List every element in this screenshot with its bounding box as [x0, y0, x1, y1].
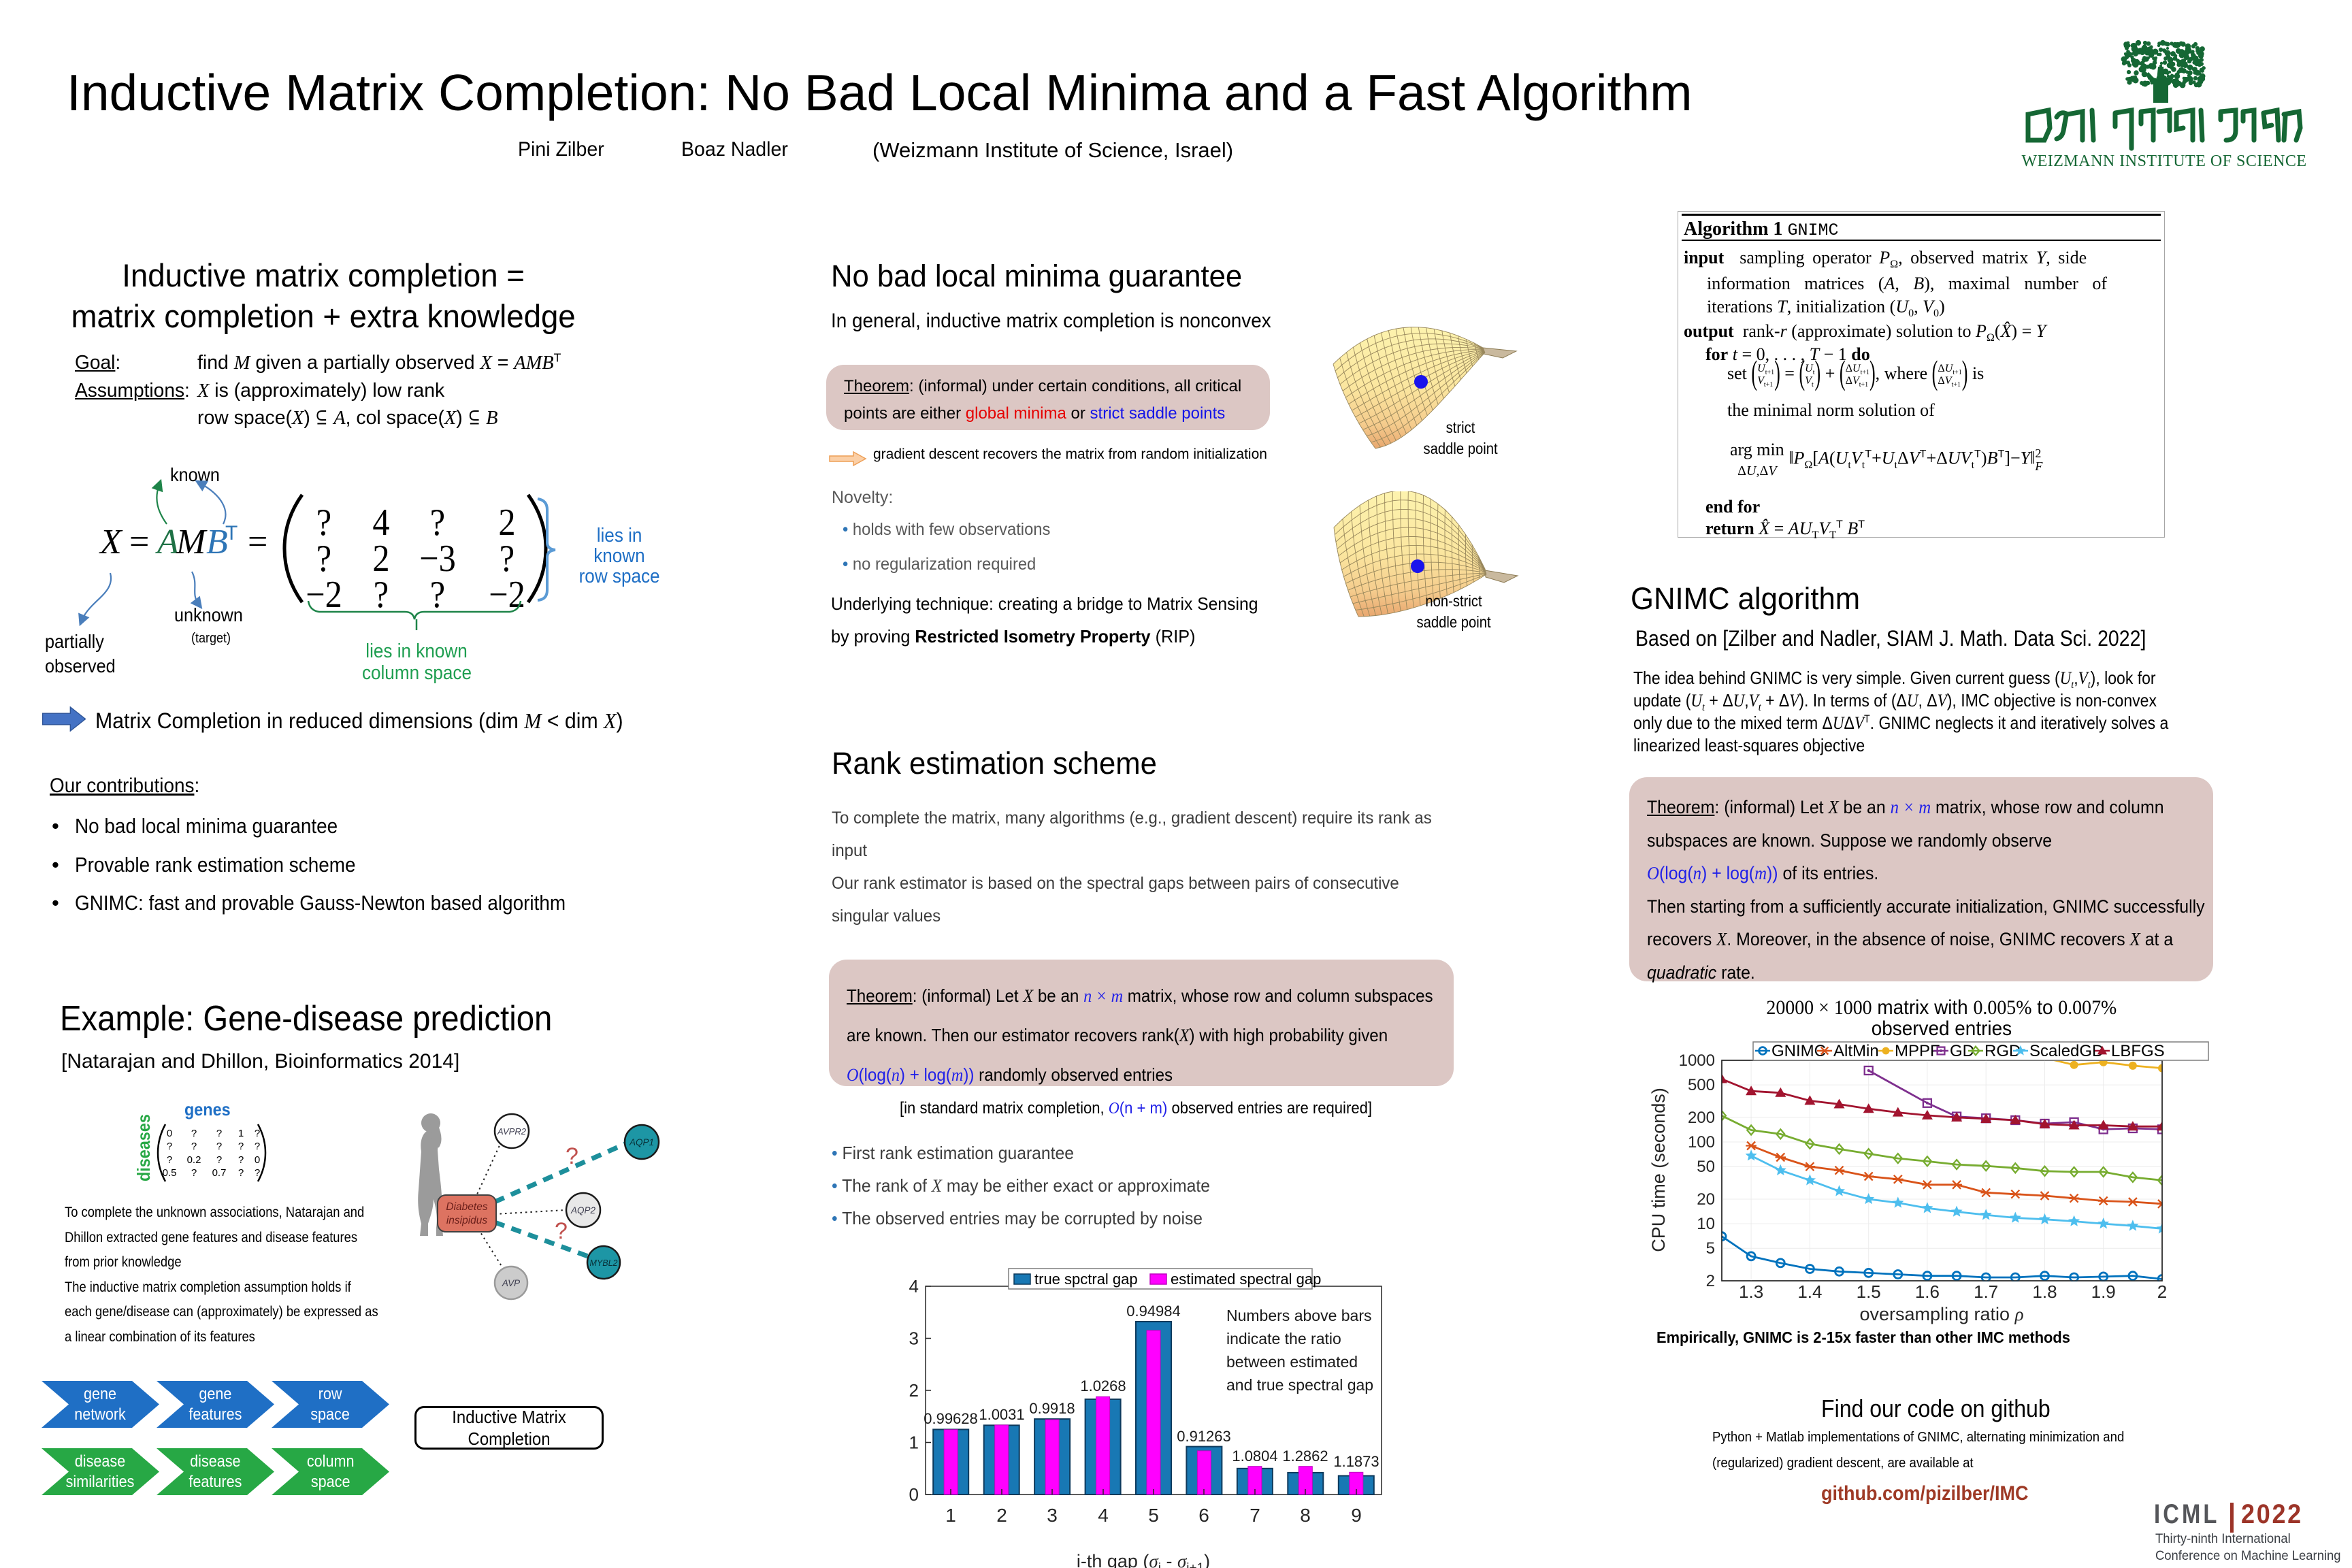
svg-text:10: 10 — [1697, 1215, 1715, 1233]
svg-text:GNIMC: GNIMC — [1771, 1042, 1826, 1060]
svg-text:Numbers above bars: Numbers above bars — [1226, 1307, 1372, 1324]
svg-text:8: 8 — [1300, 1505, 1311, 1526]
svg-text:0.94984: 0.94984 — [1126, 1303, 1181, 1320]
svg-text:LBFGS: LBFGS — [2111, 1042, 2165, 1060]
svg-text:2: 2 — [996, 1505, 1007, 1526]
svg-text:AVPR2: AVPR2 — [497, 1126, 527, 1137]
svg-text:1.0804: 1.0804 — [1232, 1448, 1277, 1465]
svg-text:MYBL2: MYBL2 — [590, 1258, 618, 1268]
svg-text:0.91263: 0.91263 — [1177, 1428, 1231, 1445]
svg-text:1.7: 1.7 — [1974, 1281, 1998, 1302]
svg-text:1.0268: 1.0268 — [1080, 1377, 1126, 1394]
svg-text:1.6: 1.6 — [1915, 1281, 1940, 1302]
svg-text:i-th gap (σi - σi+1): i-th gap (σi - σi+1) — [1077, 1551, 1210, 1568]
svg-text:AltMin: AltMin — [1833, 1042, 1879, 1060]
svg-text:2: 2 — [2157, 1281, 2167, 1302]
svg-text:2: 2 — [1706, 1272, 1715, 1290]
svg-text:AQP1: AQP1 — [629, 1137, 654, 1147]
svg-text:estimated spectral gap: estimated spectral gap — [1171, 1271, 1321, 1288]
svg-text:1.9: 1.9 — [2091, 1281, 2116, 1302]
svg-text:indicate the ratio: indicate the ratio — [1226, 1330, 1341, 1348]
svg-text:1.0031: 1.0031 — [979, 1406, 1024, 1423]
svg-text:1.3: 1.3 — [1739, 1281, 1763, 1302]
svg-text:6: 6 — [1198, 1505, 1209, 1526]
svg-text:true spctral gap: true spctral gap — [1034, 1271, 1138, 1288]
svg-text:0: 0 — [909, 1484, 919, 1505]
svg-text:1.4: 1.4 — [1797, 1281, 1822, 1302]
svg-text:0.99628: 0.99628 — [924, 1410, 978, 1427]
svg-text:WEIZMANN INSTITUTE OF SCIENCE: WEIZMANN INSTITUTE OF SCIENCE — [2021, 152, 2306, 170]
svg-text:20: 20 — [1697, 1190, 1715, 1209]
svg-text:CPU time (seconds): CPU time (seconds) — [1648, 1088, 1669, 1252]
svg-text:insipidus: insipidus — [446, 1215, 488, 1226]
svg-text:5: 5 — [1148, 1505, 1159, 1526]
svg-text:3: 3 — [1047, 1505, 1058, 1526]
svg-text:AQP2: AQP2 — [570, 1205, 596, 1215]
svg-text:between estimated: between estimated — [1226, 1353, 1358, 1371]
svg-text:1.5: 1.5 — [1857, 1281, 1881, 1302]
svg-text:1.2862: 1.2862 — [1282, 1448, 1328, 1465]
svg-text:9: 9 — [1351, 1505, 1362, 1526]
svg-text:3: 3 — [909, 1328, 919, 1349]
svg-text:500: 500 — [1688, 1076, 1715, 1094]
svg-text:200: 200 — [1688, 1109, 1715, 1127]
svg-text:?: ? — [566, 1143, 578, 1169]
svg-text:100: 100 — [1688, 1133, 1715, 1152]
svg-text:oversampling ratio ρ: oversampling ratio ρ — [1859, 1304, 2023, 1324]
svg-text:7: 7 — [1250, 1505, 1260, 1526]
svg-text:1000: 1000 — [1679, 1051, 1715, 1070]
svg-text:ScaledGD: ScaledGD — [2029, 1042, 2104, 1060]
svg-text:2: 2 — [909, 1380, 919, 1401]
svg-text:MPPF: MPPF — [1895, 1042, 1940, 1060]
svg-text:and true spectral gap: and true spectral gap — [1226, 1376, 1373, 1394]
svg-text:1.1873: 1.1873 — [1333, 1453, 1379, 1470]
svg-text:1.8: 1.8 — [2032, 1281, 2057, 1302]
svg-text:Diabetes: Diabetes — [446, 1201, 487, 1213]
svg-text:0.9918: 0.9918 — [1029, 1400, 1075, 1417]
svg-text:1: 1 — [945, 1505, 956, 1526]
svg-text:50: 50 — [1697, 1158, 1715, 1176]
svg-text:1: 1 — [909, 1433, 919, 1453]
svg-text:4: 4 — [909, 1276, 919, 1296]
svg-text:5: 5 — [1706, 1239, 1715, 1258]
svg-text:AVP: AVP — [502, 1278, 520, 1288]
svg-text:4: 4 — [1098, 1505, 1109, 1526]
svg-text:?: ? — [555, 1218, 568, 1244]
